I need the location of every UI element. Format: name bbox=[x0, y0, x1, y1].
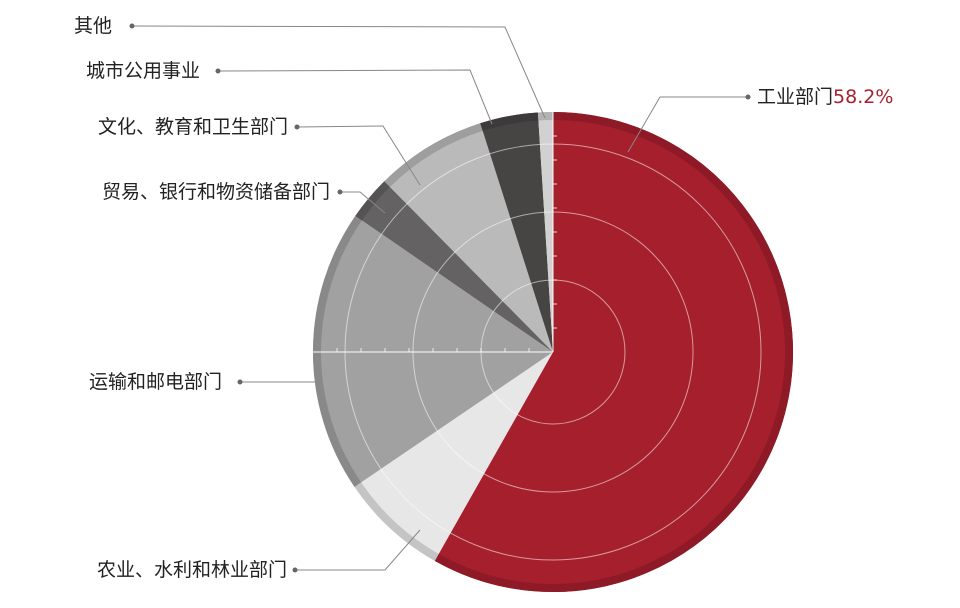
pie-slice bbox=[480, 112, 553, 352]
pie-slice bbox=[355, 181, 553, 352]
leader-line bbox=[295, 529, 421, 571]
category-label: 工业部门 bbox=[757, 86, 833, 108]
category-label: 农业、水利和林业部门 bbox=[97, 559, 287, 581]
slice-rim bbox=[384, 123, 483, 187]
category-label: 贸易、银行和物资储备部门 bbox=[102, 181, 330, 203]
leader-dot bbox=[237, 379, 243, 385]
category-label: 其他 bbox=[74, 15, 112, 37]
slice-label: 农业、水利和林业部门 bbox=[97, 559, 287, 581]
pie-slice bbox=[537, 112, 553, 352]
pie-slice bbox=[434, 112, 793, 592]
category-label: 文化、教育和卫生部门 bbox=[98, 116, 288, 138]
leader-dot bbox=[129, 23, 135, 29]
slice-rim bbox=[434, 112, 793, 592]
leader-line bbox=[131, 25, 546, 119]
slice-label: 文化、教育和卫生部门 bbox=[98, 116, 288, 138]
slice-label: 贸易、银行和物资储备部门 bbox=[102, 181, 330, 203]
leader-dot bbox=[292, 567, 298, 573]
leader-line bbox=[217, 69, 493, 125]
slice-label: 其他 bbox=[74, 15, 112, 37]
leader-line bbox=[340, 191, 386, 214]
slice-label: 运输和邮电部门 bbox=[89, 371, 222, 393]
leader-dot bbox=[337, 189, 343, 195]
slice-label: 城市公用事业 bbox=[86, 60, 200, 82]
category-label: 运输和邮电部门 bbox=[89, 371, 222, 393]
leader-dot bbox=[215, 68, 221, 74]
slice-rim bbox=[355, 181, 391, 221]
pie-slice bbox=[384, 123, 553, 352]
slice-label: 工业部门58.2% bbox=[757, 86, 893, 108]
leader-dot bbox=[294, 124, 300, 130]
slice-rim bbox=[313, 215, 362, 487]
category-label: 城市公用事业 bbox=[86, 60, 200, 82]
value-label: 58.2% bbox=[833, 86, 893, 108]
leader-line bbox=[296, 125, 421, 186]
leader-dot bbox=[745, 94, 751, 100]
slice-rim bbox=[480, 112, 539, 131]
slice-rim bbox=[354, 482, 439, 561]
leader-line bbox=[627, 96, 748, 153]
